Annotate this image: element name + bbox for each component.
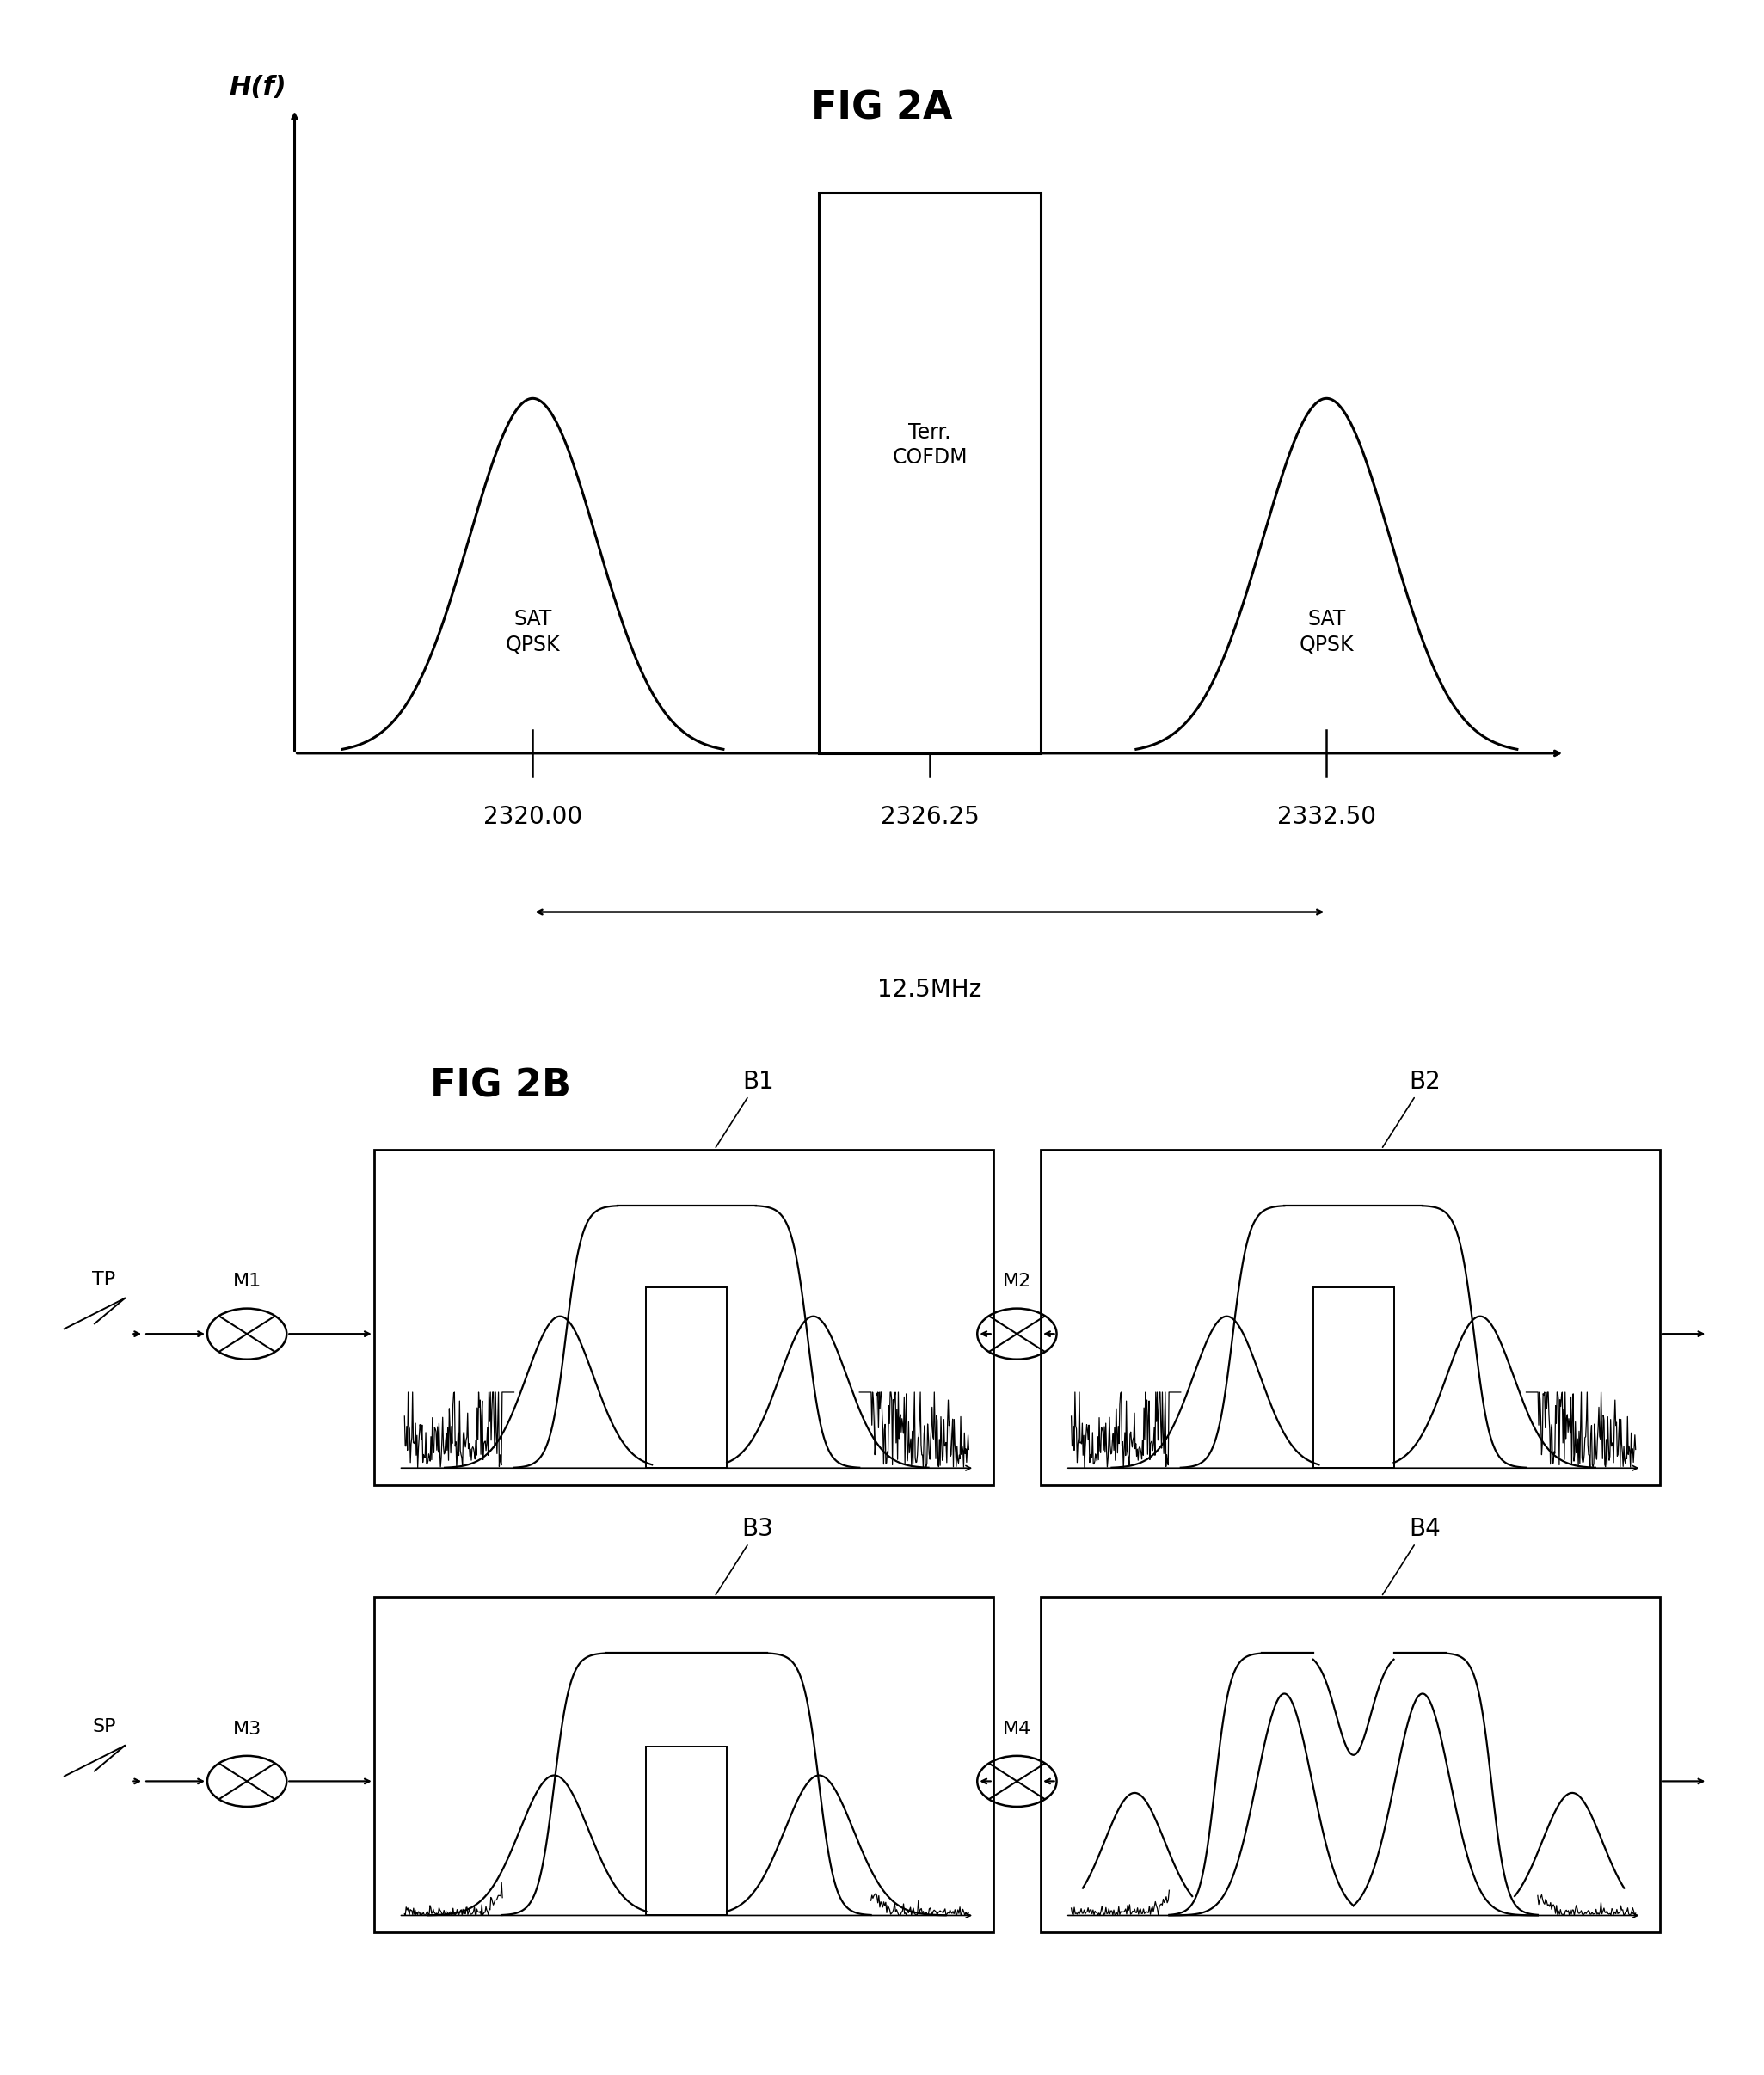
Text: B4: B4	[1383, 1517, 1441, 1596]
Text: SAT
QPSK: SAT QPSK	[1298, 608, 1355, 656]
Text: Terr.
COFDM: Terr. COFDM	[893, 421, 967, 469]
Bar	[818, 193, 1041, 753]
Bar	[374, 1150, 993, 1486]
Text: TP: TP	[92, 1270, 116, 1289]
Text: B1: B1	[716, 1069, 774, 1147]
Text: B3: B3	[716, 1517, 774, 1596]
Text: 2326.25: 2326.25	[880, 805, 979, 828]
Text: SP: SP	[92, 1718, 116, 1735]
Text: B2: B2	[1383, 1069, 1441, 1147]
Text: M3: M3	[233, 1720, 261, 1737]
Bar	[1312, 1286, 1394, 1469]
Text: SAT
QPSK: SAT QPSK	[505, 608, 561, 656]
Text: 2332.50: 2332.50	[1277, 805, 1376, 828]
Bar	[1041, 1598, 1660, 1932]
Text: 12.5MHz: 12.5MHz	[877, 977, 983, 1002]
Bar	[374, 1598, 993, 1932]
Text: FIG 2B: FIG 2B	[430, 1069, 572, 1106]
Bar	[1041, 1150, 1660, 1486]
Text: 2320.00: 2320.00	[483, 805, 582, 828]
Text: H(f): H(f)	[229, 75, 286, 100]
Text: M2: M2	[1002, 1272, 1032, 1291]
Bar	[646, 1286, 727, 1469]
Text: FIG 2A: FIG 2A	[811, 89, 953, 127]
Text: M1: M1	[233, 1272, 261, 1291]
Bar	[646, 1747, 727, 1915]
Text: M4: M4	[1002, 1720, 1032, 1737]
